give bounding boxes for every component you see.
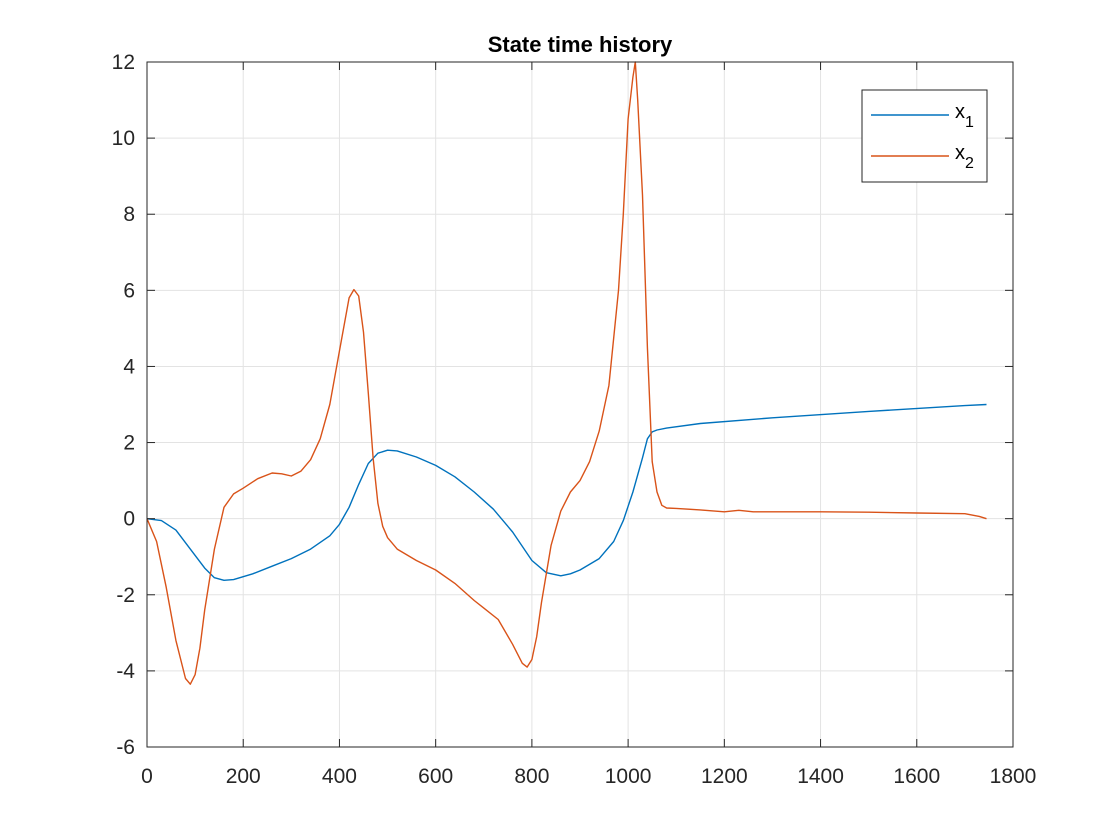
x-tick-label: 800 [514,765,549,788]
legend-entry-subscript: 1 [965,114,974,131]
x-tick-label: 1200 [701,765,748,788]
x-tick-label: 0 [141,765,153,788]
x-axis: 0 200 400 600 800 1000 1200 1400 1600 1800 [141,62,1036,788]
legend-entry-2: x2 [955,142,974,172]
x-tick-label: 1400 [797,765,844,788]
series-line-2 [146,61,987,685]
x-tick-label: 400 [322,765,357,788]
series-lines [146,61,987,685]
x-tick-label: 1800 [990,765,1037,788]
axes-box [146,61,1014,748]
y-tick-label: -4 [116,660,135,683]
legend-entry-1: x1 [955,101,974,131]
legend-entry-name: x [955,101,965,123]
x-tick-label: 1600 [893,765,940,788]
chart-title: State time history [488,32,673,57]
x-tick-label: 1000 [605,765,652,788]
y-tick-label: -6 [116,736,135,759]
y-tick-label: 4 [123,355,135,378]
y-tick-label: 0 [123,508,135,531]
legend-entry-name: x [955,142,965,164]
y-tick-label: 8 [123,203,135,226]
legend-box [861,89,988,183]
series-line-1 [146,403,987,581]
y-tick-label: 10 [112,127,135,150]
x-tick-label: 200 [226,765,261,788]
legend-entry-subscript: 2 [965,155,974,172]
x-tick-label: 600 [418,765,453,788]
y-tick-label: 2 [123,432,135,455]
y-tick-label: 12 [112,51,135,74]
y-tick-label: -2 [116,584,135,607]
y-tick-label: 6 [123,279,135,302]
